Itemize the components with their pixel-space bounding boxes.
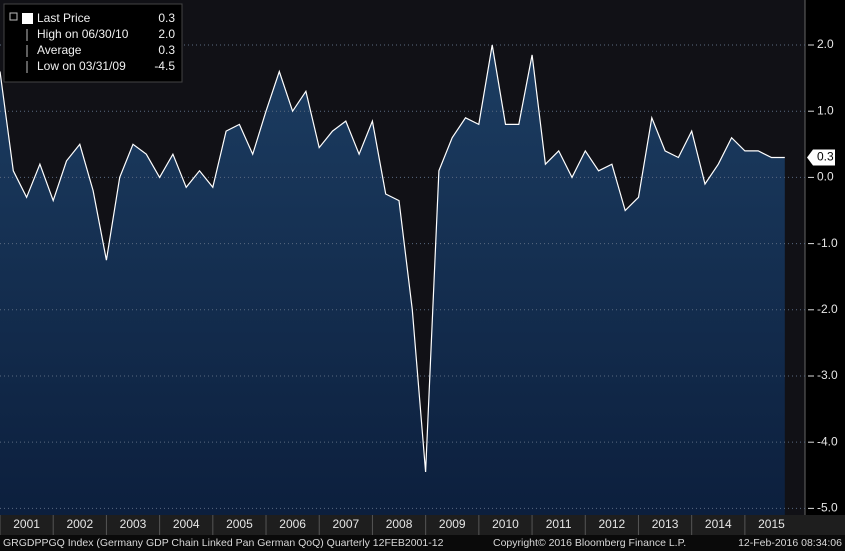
x-tick-label: 2013 [652, 517, 679, 531]
x-tick-label: 2008 [386, 517, 413, 531]
x-tick-label: 2003 [120, 517, 147, 531]
x-tick-label: 2010 [492, 517, 519, 531]
last-price-tag [807, 149, 835, 166]
line [0, 44, 785, 473]
legend-label: High on 06/30/10 [37, 27, 129, 41]
footer-index: GRGDPPGQ Index (Germany GDP Chain Linked… [3, 537, 444, 549]
y-tick-label: -5.0 [817, 501, 838, 515]
legend-swatch [22, 13, 33, 24]
x-tick-label: 2006 [279, 517, 306, 531]
x-tick-label: 2005 [226, 517, 253, 531]
legend-label: Last Price [37, 11, 91, 25]
x-tick-label: 2002 [66, 517, 93, 531]
x-tick-label: 2007 [332, 517, 359, 531]
legend-value: -4.5 [154, 59, 175, 73]
x-tick-label: 2001 [13, 517, 40, 531]
x-axis-band [0, 515, 845, 535]
y-tick-label: -2.0 [817, 302, 838, 316]
x-tick-label: 2009 [439, 517, 466, 531]
y-tick-label: -1.0 [817, 236, 838, 250]
y-tick-label: 0.0 [817, 170, 834, 184]
y-tick-label: 2.0 [817, 37, 834, 51]
legend-collapse [9, 12, 18, 21]
legend-label: Average [37, 43, 82, 57]
legend-value: 0.3 [158, 11, 175, 25]
x-tick-label: 2012 [599, 517, 626, 531]
legend-label: Low on 03/31/09 [37, 59, 126, 73]
x-tick-label: 2004 [173, 517, 200, 531]
legend-value: 0.3 [158, 43, 175, 57]
footer-band [0, 535, 845, 551]
footer-date: 12-Feb-2016 08:34:06 [738, 537, 842, 549]
x-tick-label: 2014 [705, 517, 732, 531]
x-tick-label: 2011 [546, 517, 572, 531]
footer-copyright: Copyright© 2016 Bloomberg Finance L.P. [493, 537, 686, 549]
area [0, 45, 785, 515]
legend-box [3, 3, 183, 83]
legend-value: 2.0 [158, 27, 175, 41]
x-tick-label: 2015 [758, 517, 785, 531]
last-price-label: 0.3 [817, 150, 834, 164]
y-tick-label: -3.0 [817, 368, 838, 382]
y-tick-label: -4.0 [817, 434, 838, 448]
y-tick-label: 1.0 [817, 103, 834, 117]
